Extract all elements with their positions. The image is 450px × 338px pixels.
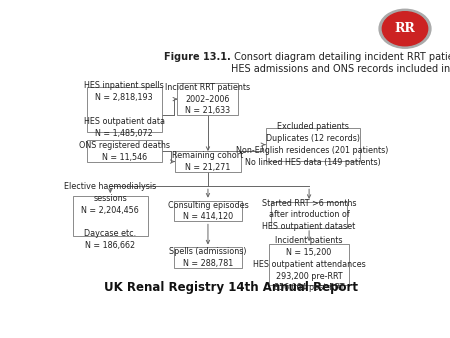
Text: UK Renal Registry 14th Annual Report: UK Renal Registry 14th Annual Report bbox=[104, 281, 358, 294]
FancyBboxPatch shape bbox=[87, 87, 162, 132]
FancyBboxPatch shape bbox=[271, 202, 347, 228]
FancyBboxPatch shape bbox=[174, 247, 242, 268]
FancyBboxPatch shape bbox=[73, 196, 148, 236]
FancyBboxPatch shape bbox=[174, 201, 242, 221]
Text: Spells (admissions)
N = 288,781: Spells (admissions) N = 288,781 bbox=[169, 247, 247, 268]
FancyBboxPatch shape bbox=[177, 83, 238, 115]
Text: Excluded patients
Duplicates (12 records)
Non-English residences (201 patients)
: Excluded patients Duplicates (12 records… bbox=[236, 122, 389, 167]
Circle shape bbox=[382, 12, 428, 46]
Text: Started RRT >6 months
after introduction of
HES outpatient dataset: Started RRT >6 months after introduction… bbox=[262, 199, 356, 231]
FancyBboxPatch shape bbox=[175, 151, 241, 172]
Text: RR: RR bbox=[395, 22, 415, 35]
Text: Incident RRT patients
2002–2006
N = 21,633: Incident RRT patients 2002–2006 N = 21,6… bbox=[166, 83, 251, 115]
Text: Figure 13.1.: Figure 13.1. bbox=[164, 52, 230, 62]
Circle shape bbox=[379, 9, 431, 48]
FancyBboxPatch shape bbox=[266, 128, 360, 161]
Text: Elective haemodialysis
sessions
N = 2,204,456

Daycase etc.
N = 186,662: Elective haemodialysis sessions N = 2,20… bbox=[64, 182, 157, 250]
Text: ONS registered deaths
N = 11,546: ONS registered deaths N = 11,546 bbox=[79, 141, 170, 162]
Text: Remaining cohort
N = 21,271: Remaining cohort N = 21,271 bbox=[172, 151, 243, 172]
Text: Incident patients
N = 15,200
HES outpatient attendances
293,200 pre-RRT
856,064 : Incident patients N = 15,200 HES outpati… bbox=[253, 236, 365, 292]
FancyBboxPatch shape bbox=[87, 140, 162, 162]
Text: HES inpatient spells
N = 2,818,193

HES outpatient data
N = 1,485,072: HES inpatient spells N = 2,818,193 HES o… bbox=[84, 81, 165, 138]
Text: Consulting episodes
N = 414,120: Consulting episodes N = 414,120 bbox=[167, 201, 248, 221]
Text: Consort diagram detailing incident RRT patients 2002–2006,
HES admissions and ON: Consort diagram detailing incident RRT p… bbox=[230, 52, 450, 74]
FancyBboxPatch shape bbox=[269, 244, 349, 285]
